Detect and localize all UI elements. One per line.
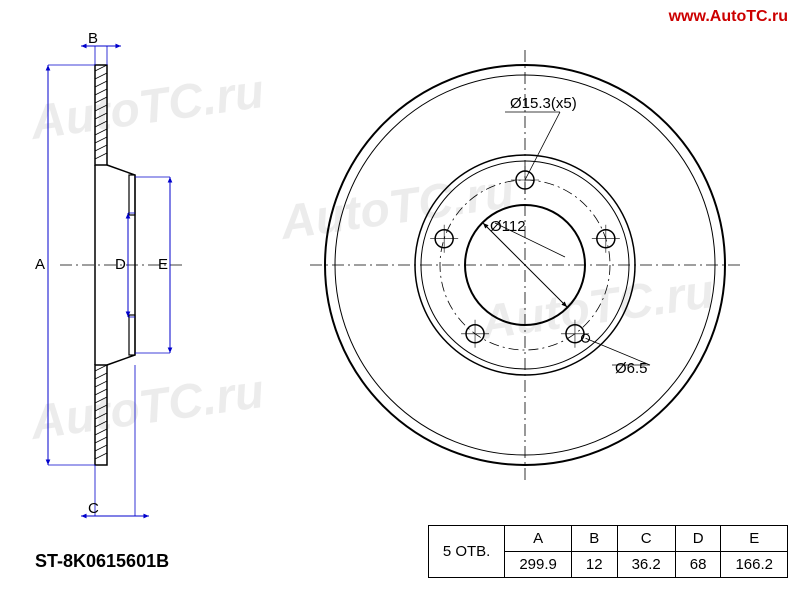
col-e: E: [721, 526, 788, 552]
col-d: D: [675, 526, 721, 552]
table-header-row: 5 ОТВ. A B C D E: [428, 526, 787, 552]
dimension-table: 5 ОТВ. A B C D E 299.9 12 36.2 68 166.2: [428, 525, 788, 578]
side-label-a: A: [35, 256, 45, 273]
col-c: C: [617, 526, 675, 552]
val-e: 166.2: [721, 552, 788, 578]
side-label-e: E: [158, 256, 168, 273]
hole-count-cell: 5 ОТВ.: [428, 526, 505, 578]
col-b: B: [571, 526, 617, 552]
site-url: www.AutoTC.ru: [669, 8, 788, 26]
part-number: ST-8K0615601B: [35, 551, 169, 572]
technical-drawing: [0, 0, 800, 600]
side-label-b: B: [88, 30, 98, 47]
val-b: 12: [571, 552, 617, 578]
val-c: 36.2: [617, 552, 675, 578]
center-bore-dia-label: Ø112: [490, 218, 526, 235]
val-d: 68: [675, 552, 721, 578]
side-label-c: C: [88, 500, 99, 517]
val-a: 299.9: [505, 552, 572, 578]
side-label-d: D: [115, 256, 126, 273]
bolt-hole-dia-label: Ø15.3(x5): [510, 95, 577, 112]
col-a: A: [505, 526, 572, 552]
locator-dia-label: Ø6.5: [615, 360, 648, 377]
